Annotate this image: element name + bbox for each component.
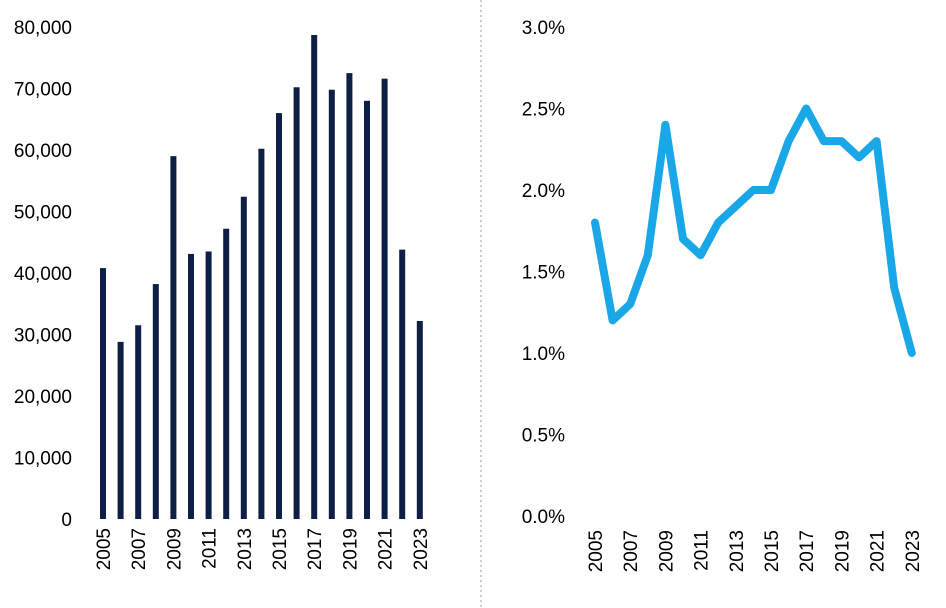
bar-chart-panel: 0 10,000 20,000 30,000 40,000 50,000 60,000 70,…: [14, 18, 432, 570]
line-x-tick-label: 2021: [868, 530, 889, 572]
bar-2007: [135, 325, 142, 519]
bar-2006: [117, 341, 124, 519]
bar-y-tick-label: 30,000: [14, 326, 72, 347]
line-series: [591, 104, 916, 357]
bar-2009: [170, 156, 177, 519]
line-x-tick-label: 2023: [903, 530, 924, 572]
bar-y-tick-label: 10,000: [14, 449, 72, 470]
line-y-tick-label: 0.0%: [522, 507, 565, 528]
line-x-tick-label: 2011: [692, 530, 713, 571]
bar-x-tick-label: 2019: [340, 528, 361, 570]
bar-2023: [416, 320, 423, 519]
bar-series: [100, 34, 423, 520]
bar-2016: [293, 87, 300, 520]
bar-x-tick-label: 2017: [305, 528, 326, 570]
bar-2012: [223, 228, 230, 519]
bar-y-tick-label: 80,000: [14, 18, 72, 39]
line-x-tick-label: 2013: [727, 530, 748, 572]
bar-2008: [152, 284, 159, 519]
bar-2010: [188, 253, 194, 519]
bar-y-tick-label: 50,000: [14, 203, 72, 224]
bar-2022: [399, 249, 406, 519]
line-x-axis-ticks: 2005 2007 2009 2011 2013 2015 2017 2019 2021 2023: [586, 530, 924, 572]
bar-x-tick-label: 2021: [376, 528, 397, 570]
line-x-tick-label: 2019: [832, 530, 853, 572]
bar-x-tick-label: 2015: [270, 528, 291, 570]
line-y-tick-label: 2.0%: [522, 181, 565, 202]
bar-2017: [311, 34, 318, 520]
bar-x-tick-label: 2011: [200, 528, 221, 569]
bar-2015: [276, 113, 282, 519]
line-y-tick-label: 3.0%: [522, 18, 565, 39]
line-y-tick-label: 2.5%: [522, 100, 565, 121]
line-x-tick-label: 2017: [797, 530, 818, 572]
line-x-tick-label: 2005: [586, 530, 607, 572]
bar-x-tick-label: 2007: [129, 528, 150, 570]
bar-y-tick-label: 60,000: [14, 141, 72, 162]
bar-x-axis-ticks: 2005 2007 2009 2011 2013 2015 2017 2019 2021 2023: [94, 528, 432, 570]
bar-y-tick-label: 0: [61, 510, 72, 531]
bar-2013: [240, 196, 247, 520]
bar-y-axis-ticks: 0 10,000 20,000 30,000 40,000 50,000 60,000 70,…: [14, 18, 72, 531]
bar-x-tick-label: 2005: [94, 528, 115, 570]
line-x-tick-label: 2015: [762, 530, 783, 572]
bar-x-tick-label: 2013: [235, 528, 256, 570]
bar-x-tick-label: 2023: [411, 528, 432, 570]
line-chart-panel: 0.0% 0.5% 1.0% 1.5% 2.0% 2.5% 3.0% 2005 2007 2009…: [522, 18, 924, 572]
line-y-tick-label: 1.5%: [522, 263, 565, 284]
bar-y-tick-label: 70,000: [14, 80, 72, 101]
bar-2011: [205, 251, 212, 519]
bar-2018: [328, 89, 335, 519]
line-y-tick-label: 0.5%: [522, 426, 565, 447]
bar-2019: [346, 73, 353, 519]
bar-2021: [381, 78, 388, 519]
bar-2005: [100, 268, 106, 519]
line-x-tick-label: 2009: [656, 530, 677, 572]
bar-y-tick-label: 20,000: [14, 387, 72, 408]
line-x-tick-label: 2007: [621, 530, 642, 572]
bar-2014: [258, 148, 265, 519]
bar-x-tick-label: 2009: [164, 528, 185, 570]
line-y-axis-ticks: 0.0% 0.5% 1.0% 1.5% 2.0% 2.5% 3.0%: [522, 18, 565, 528]
bar-y-tick-label: 40,000: [14, 264, 72, 285]
line-y-tick-label: 1.0%: [522, 344, 565, 365]
bar-2020: [364, 100, 370, 520]
